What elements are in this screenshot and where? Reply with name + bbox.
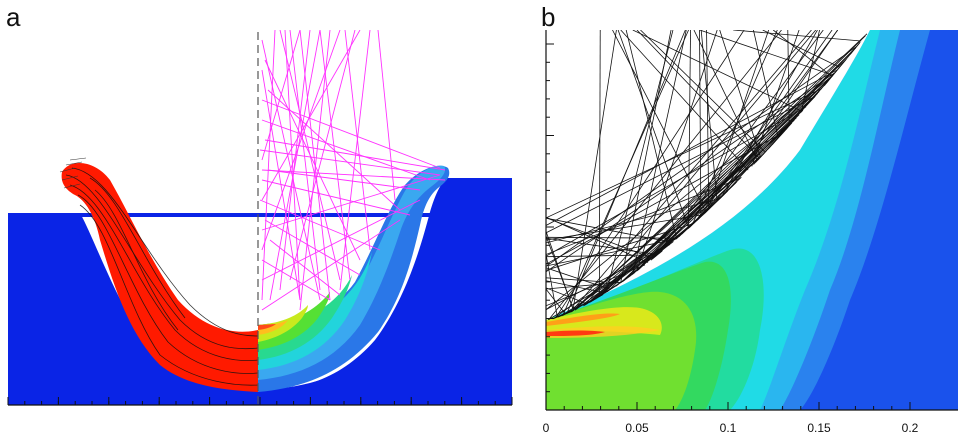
- ray-traces-magenta: [259, 30, 446, 311]
- ray-line: [617, 30, 690, 229]
- ray-line: [546, 238, 677, 267]
- ray-line: [546, 132, 784, 265]
- ray-line: [592, 91, 820, 301]
- ray-line: [546, 277, 621, 284]
- ray-line: [699, 30, 702, 217]
- ray-line: [546, 217, 673, 243]
- ray-line: [562, 30, 689, 316]
- ray-line: [720, 30, 818, 198]
- x-tick-label: 0.15: [807, 421, 831, 435]
- ray-line: [546, 235, 575, 311]
- ray-line: [546, 96, 816, 234]
- ray-line: [546, 106, 807, 257]
- substrate-left: [8, 213, 258, 405]
- panel-a-label: a: [6, 2, 21, 32]
- ray-line: [546, 222, 694, 271]
- ray-line: [632, 30, 687, 275]
- x-tick-label: 0.05: [625, 421, 649, 435]
- ray-line: [691, 30, 778, 225]
- ray-line: [546, 264, 646, 307]
- ray-line: [636, 30, 718, 272]
- ray-line: [548, 30, 782, 320]
- ray-traces-black: [546, 30, 868, 321]
- ray-line: [570, 30, 812, 313]
- ray-line: [696, 30, 839, 221]
- band-7: [258, 320, 288, 335]
- ray-line: [612, 30, 707, 213]
- panel-b: 0 0.05 0.1 0.15 0.2: [543, 30, 958, 435]
- ray-line: [546, 178, 741, 255]
- panel-b-label: b: [541, 2, 556, 32]
- ray-line: [546, 267, 611, 290]
- ray-line: [719, 96, 816, 199]
- ray-line: [733, 30, 862, 42]
- ray-line: [762, 30, 840, 68]
- ray-line: [546, 71, 836, 273]
- ray-line: [546, 198, 721, 244]
- ray-line: [636, 30, 760, 159]
- panel-a: [7, 30, 513, 406]
- panel-b-ticks: [545, 43, 911, 411]
- ray-line: [546, 254, 658, 258]
- ray-line: [771, 141, 776, 146]
- ray-line: [546, 88, 822, 219]
- ray-line: [700, 30, 718, 202]
- ray-line: [598, 30, 601, 297]
- ray-line: [688, 30, 691, 229]
- ray-line: [546, 69, 838, 226]
- particle-region: [61, 162, 259, 392]
- panel-a-ticks: [7, 397, 513, 405]
- ray-line: [546, 287, 588, 305]
- ray-line: [572, 30, 617, 312]
- ray-line: [636, 153, 764, 272]
- x-tick-label: 0.1: [720, 421, 737, 435]
- ray-line: [546, 253, 558, 318]
- ray-line: [546, 74, 834, 311]
- particle-streaks: [65, 167, 259, 386]
- ray-line: [706, 30, 710, 210]
- ray-line: [546, 281, 622, 290]
- ray-line: [546, 237, 658, 256]
- ray-line: [751, 30, 800, 167]
- contour-9: [546, 313, 620, 326]
- ray-line: [693, 30, 758, 161]
- ray-line: [772, 30, 833, 77]
- particle-hairs: [59, 157, 87, 189]
- ray-line: [622, 274, 632, 282]
- ray-line: [640, 30, 766, 153]
- ray-line: [694, 30, 833, 223]
- ray-line: [625, 30, 678, 239]
- ray-line: [722, 30, 838, 197]
- ray-line: [719, 30, 761, 158]
- ray-line: [555, 30, 745, 319]
- x-tick-label: 0: [543, 421, 550, 435]
- ray-line: [548, 250, 663, 321]
- ray-line: [546, 244, 671, 310]
- ray-line: [546, 280, 606, 294]
- x-tick-label: 0.2: [902, 421, 919, 435]
- solution-outer: [258, 178, 512, 405]
